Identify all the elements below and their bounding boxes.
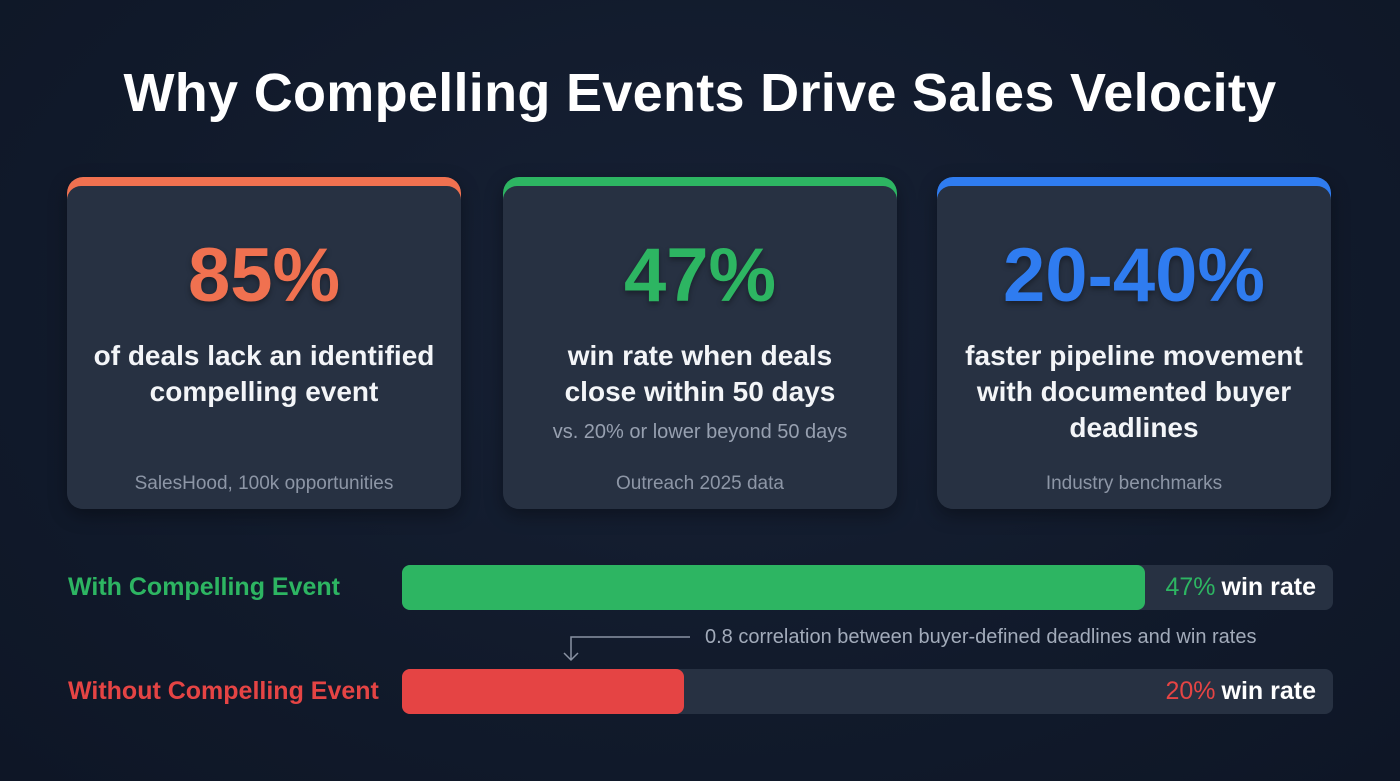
stat-source: Outreach 2025 data bbox=[616, 473, 784, 494]
stat-value: 20-40% bbox=[1003, 233, 1265, 318]
card-body: 20-40% faster pipeline movement with doc… bbox=[937, 186, 1331, 509]
bar-value-without-event: 20% win rate bbox=[1165, 669, 1316, 714]
stat-subtext: vs. 20% or lower beyond 50 days bbox=[552, 421, 848, 443]
stat-source: Industry benchmarks bbox=[1045, 473, 1223, 494]
bar-value-with-event: 47% win rate bbox=[1165, 565, 1316, 610]
card-body: 47% win rate when deals close within 50 … bbox=[503, 186, 897, 509]
stat-value: 85% bbox=[187, 233, 341, 318]
bar-track-without-event: 20% win rate bbox=[402, 669, 1333, 714]
down-arrow-connector-icon bbox=[563, 636, 690, 662]
stat-card-pipeline-movement: 20-40% faster pipeline movement with doc… bbox=[937, 177, 1331, 509]
bar-value-percent: 47% bbox=[1165, 573, 1216, 601]
stat-description: of deals lack an identified compelling e… bbox=[93, 340, 435, 407]
card-body: 85% of deals lack an identified compelli… bbox=[67, 186, 461, 509]
bar-fill-with-event bbox=[402, 565, 1145, 610]
stat-source: SalesHood, 100k opportunities bbox=[134, 473, 394, 494]
bar-value-suffix: win rate bbox=[1221, 573, 1316, 601]
stat-card-win-rate-50-days: 47% win rate when deals close within 50 … bbox=[503, 177, 897, 509]
bar-label-without-event: Without Compelling Event bbox=[68, 677, 379, 705]
bar-track-with-event: 47% win rate bbox=[402, 565, 1333, 610]
bar-value-percent: 20% bbox=[1165, 677, 1216, 705]
page-title: Why Compelling Events Drive Sales Veloci… bbox=[123, 63, 1277, 123]
bar-fill-without-event bbox=[402, 669, 684, 714]
stat-description: win rate when deals close within 50 days bbox=[564, 340, 836, 407]
stat-description: faster pipeline movement with documented… bbox=[965, 340, 1303, 443]
correlation-note: 0.8 correlation between buyer-defined de… bbox=[705, 626, 1257, 648]
bar-value-suffix: win rate bbox=[1221, 677, 1316, 705]
stat-card-deals-lacking-event: 85% of deals lack an identified compelli… bbox=[67, 177, 461, 509]
stat-value: 47% bbox=[623, 233, 777, 318]
bar-label-with-event: With Compelling Event bbox=[68, 573, 340, 601]
